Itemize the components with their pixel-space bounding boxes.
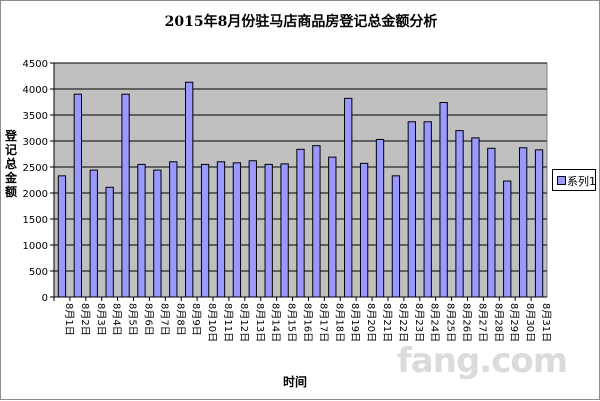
bar bbox=[216, 161, 226, 298]
bar bbox=[280, 163, 289, 298]
x-tick-label: 8月5日 bbox=[127, 303, 139, 336]
x-tick-label: 8月7日 bbox=[158, 303, 170, 336]
x-tick-label: 8月21日 bbox=[381, 303, 393, 342]
x-tick-label: 8月2日 bbox=[79, 303, 91, 336]
y-tick-label: 500 bbox=[29, 267, 48, 278]
x-tick-label: 8月9日 bbox=[190, 303, 202, 336]
x-tick-label: 8月4日 bbox=[111, 303, 123, 336]
bar bbox=[487, 147, 496, 298]
x-tick-label: 8月17日 bbox=[317, 303, 329, 342]
y-axis-label: 登记总金额 bbox=[4, 129, 17, 199]
y-tick-label: 4500 bbox=[23, 59, 48, 70]
bar bbox=[296, 148, 305, 298]
bar bbox=[200, 163, 210, 298]
x-tick-label: 8月22日 bbox=[397, 303, 409, 342]
bar bbox=[185, 81, 194, 298]
bar bbox=[137, 163, 146, 298]
y-tick-label: 2000 bbox=[23, 189, 48, 200]
x-tick-label: 8月31日 bbox=[540, 303, 552, 342]
x-tick-label: 8月1日 bbox=[63, 303, 75, 336]
y-tick-label: 3500 bbox=[23, 111, 48, 122]
bar bbox=[518, 147, 528, 298]
x-tick-label: 8月26日 bbox=[461, 303, 473, 342]
x-tick-label: 8月13日 bbox=[254, 303, 266, 342]
bar bbox=[248, 160, 257, 298]
bar bbox=[375, 138, 385, 298]
y-tick-label: 1000 bbox=[23, 241, 48, 252]
legend-label: 系列1 bbox=[567, 175, 596, 188]
bar bbox=[391, 175, 401, 298]
bar bbox=[264, 163, 273, 298]
bar bbox=[344, 97, 353, 298]
y-tick-label: 3000 bbox=[23, 137, 48, 148]
x-tick-label: 8月10日 bbox=[206, 303, 218, 342]
bar bbox=[534, 149, 544, 298]
y-tick-label: 0 bbox=[42, 293, 48, 304]
x-tick-label: 8月20日 bbox=[365, 303, 377, 342]
y-tick-label: 1500 bbox=[23, 215, 48, 226]
x-tick-label: 8月16日 bbox=[302, 303, 314, 342]
x-tick-label: 8月11日 bbox=[222, 303, 234, 342]
x-tick-label: 8月30日 bbox=[524, 303, 536, 342]
bar bbox=[169, 161, 178, 298]
x-tick-label: 8月6日 bbox=[142, 303, 154, 336]
y-tick-label: 2500 bbox=[23, 163, 48, 174]
x-tick-label: 8月27日 bbox=[476, 303, 488, 342]
bar bbox=[328, 156, 337, 298]
x-tick-label: 8月25日 bbox=[445, 303, 457, 342]
bar bbox=[105, 186, 114, 298]
x-tick-label: 8月18日 bbox=[333, 303, 345, 342]
bar bbox=[89, 169, 98, 298]
watermark: fang.com bbox=[397, 341, 568, 381]
x-tick-label: 8月14日 bbox=[270, 303, 282, 342]
bar bbox=[503, 180, 512, 298]
legend: 系列1 bbox=[552, 169, 596, 191]
bar bbox=[121, 93, 130, 298]
x-tick-label: 8月3日 bbox=[95, 303, 107, 336]
bar bbox=[439, 102, 448, 298]
x-tick-label: 8月15日 bbox=[286, 303, 298, 342]
legend-swatch bbox=[557, 176, 566, 185]
bar bbox=[153, 169, 162, 298]
bar bbox=[423, 121, 432, 298]
x-tick-label: 8月29日 bbox=[508, 303, 520, 342]
x-tick-label: 8月8日 bbox=[174, 303, 186, 336]
bar bbox=[57, 175, 67, 298]
bar bbox=[471, 137, 480, 298]
x-tick-label: 8月24日 bbox=[429, 303, 441, 342]
bar bbox=[407, 121, 416, 298]
x-tick-label: 8月19日 bbox=[349, 303, 361, 342]
x-tick-label: 8月23日 bbox=[413, 303, 425, 342]
x-tick-label: 8月12日 bbox=[238, 303, 250, 342]
bar bbox=[359, 162, 369, 298]
bar bbox=[312, 145, 321, 298]
bar bbox=[455, 130, 464, 298]
x-axis-label: 时间 bbox=[283, 375, 308, 389]
y-tick-label: 4000 bbox=[23, 85, 48, 96]
x-tick-label: 8月28日 bbox=[492, 303, 504, 342]
bar bbox=[232, 162, 242, 298]
bar bbox=[73, 93, 83, 298]
chart-title: 2015年8月份驻马店商品房登记总金额分析 bbox=[164, 14, 438, 30]
